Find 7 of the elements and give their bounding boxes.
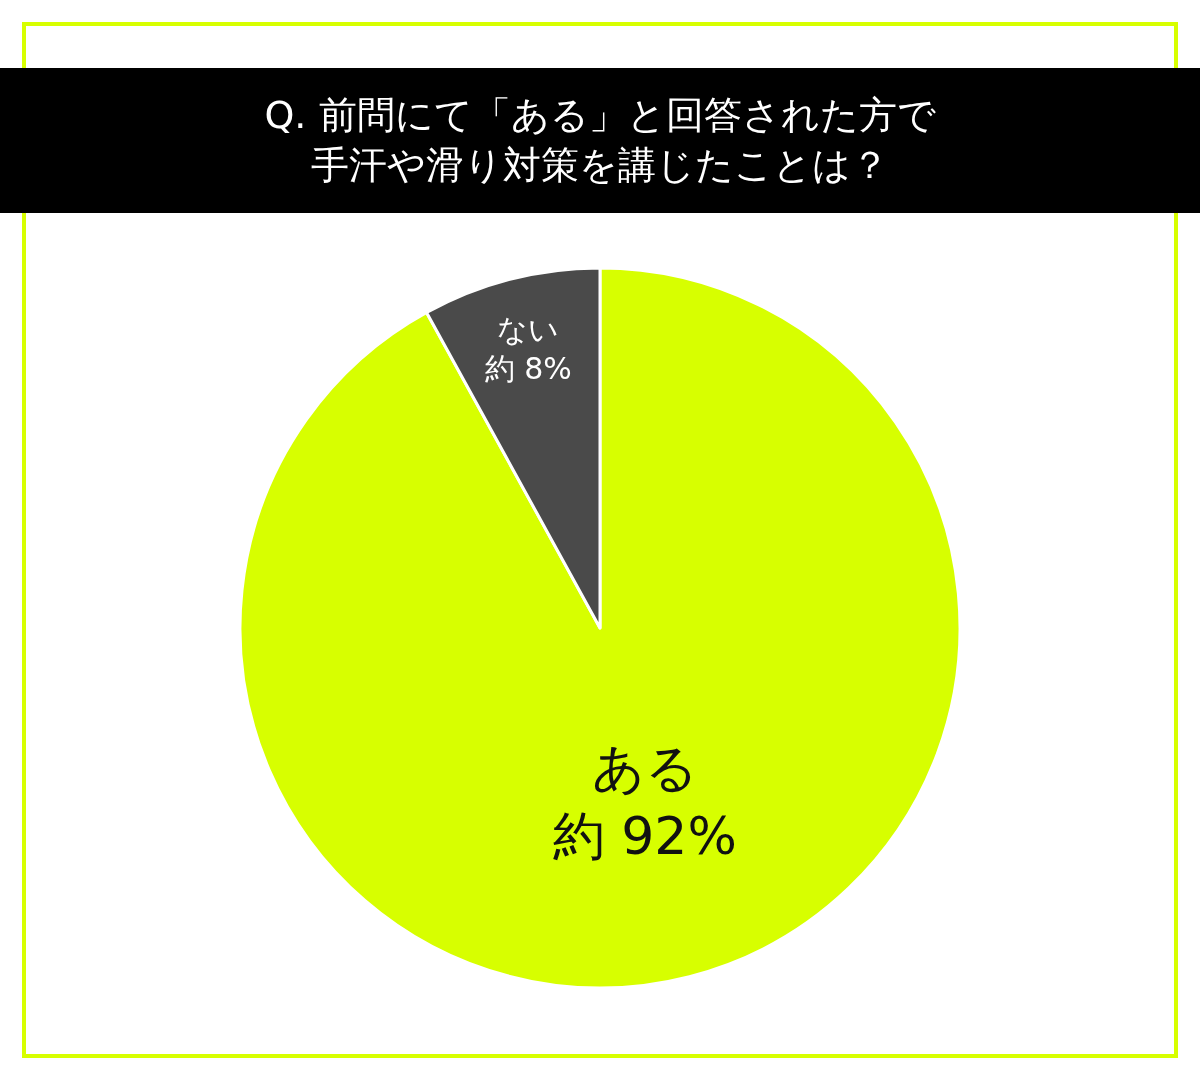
slice-label: ない bbox=[497, 311, 560, 347]
slice-label: ある bbox=[591, 738, 698, 799]
data-label: 約 8% bbox=[484, 350, 572, 386]
chart-subtitle: 手汗や滑り対策を講じたことは？ bbox=[311, 143, 889, 187]
chart-title: Q. 前問にて「ある」と回答された方で bbox=[264, 93, 936, 138]
data-label: 約 92% bbox=[552, 806, 737, 867]
pie-slice bbox=[238, 266, 962, 989]
